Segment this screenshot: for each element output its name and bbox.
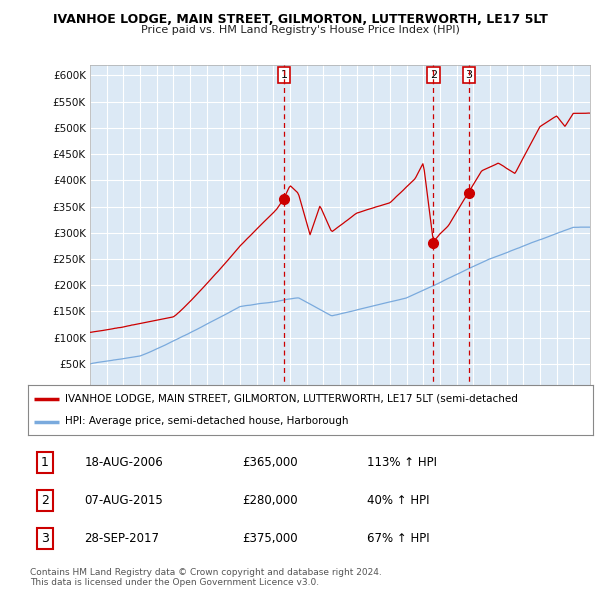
Text: £375,000: £375,000 [242, 532, 298, 545]
Text: 113% ↑ HPI: 113% ↑ HPI [367, 456, 437, 469]
Text: 2: 2 [41, 494, 49, 507]
Text: Price paid vs. HM Land Registry's House Price Index (HPI): Price paid vs. HM Land Registry's House … [140, 25, 460, 35]
Text: IVANHOE LODGE, MAIN STREET, GILMORTON, LUTTERWORTH, LE17 5LT: IVANHOE LODGE, MAIN STREET, GILMORTON, L… [53, 13, 547, 26]
Text: £280,000: £280,000 [242, 494, 298, 507]
Text: 18-AUG-2006: 18-AUG-2006 [85, 456, 163, 469]
Text: 40% ↑ HPI: 40% ↑ HPI [367, 494, 430, 507]
Text: 1: 1 [280, 70, 287, 80]
Text: £365,000: £365,000 [242, 456, 298, 469]
Text: 3: 3 [41, 532, 49, 545]
Text: 28-SEP-2017: 28-SEP-2017 [85, 532, 160, 545]
Text: Contains HM Land Registry data © Crown copyright and database right 2024.
This d: Contains HM Land Registry data © Crown c… [30, 568, 382, 587]
Text: 07-AUG-2015: 07-AUG-2015 [85, 494, 163, 507]
Text: 1: 1 [41, 456, 49, 469]
Text: HPI: Average price, semi-detached house, Harborough: HPI: Average price, semi-detached house,… [65, 417, 348, 427]
Text: IVANHOE LODGE, MAIN STREET, GILMORTON, LUTTERWORTH, LE17 5LT (semi-detached: IVANHOE LODGE, MAIN STREET, GILMORTON, L… [65, 394, 518, 404]
Text: 3: 3 [466, 70, 473, 80]
Text: 67% ↑ HPI: 67% ↑ HPI [367, 532, 430, 545]
Text: 2: 2 [430, 70, 437, 80]
